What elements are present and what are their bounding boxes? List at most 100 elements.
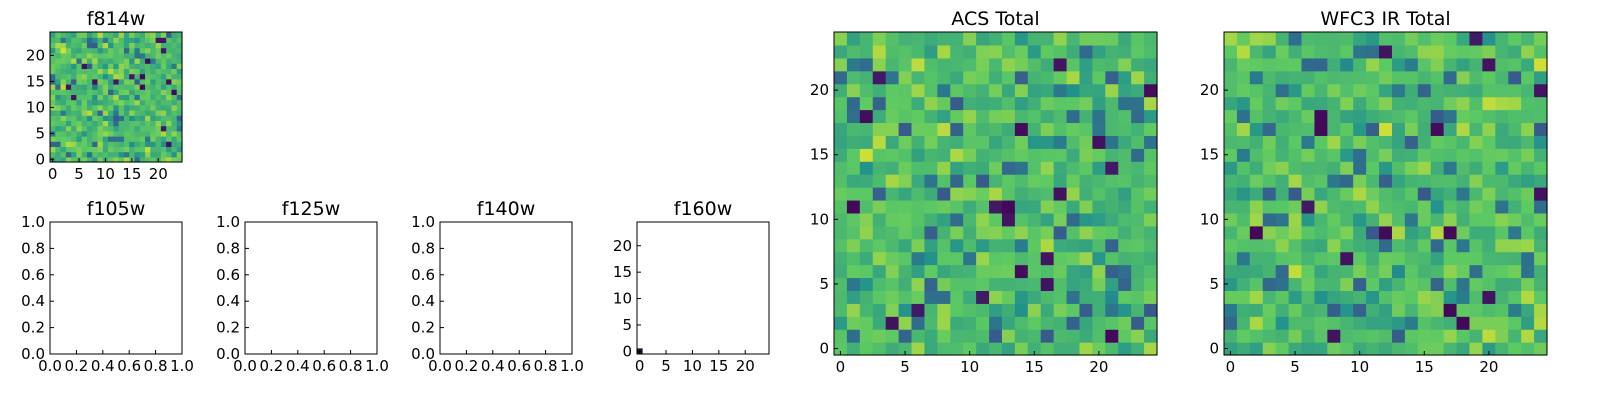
heatmap-cell <box>171 130 178 137</box>
heatmap-cell <box>1404 277 1419 291</box>
heatmap-cell <box>60 47 67 54</box>
heatmap-cell <box>118 136 125 142</box>
heatmap-cell <box>1236 57 1251 72</box>
heatmap-cell <box>1456 212 1471 227</box>
heatmap-cell <box>118 156 125 163</box>
heatmap-cell <box>1314 290 1328 304</box>
heatmap-cell <box>129 42 136 49</box>
heatmap-cell <box>872 96 887 111</box>
heatmap-cell <box>1469 83 1483 98</box>
heatmap-cell <box>1391 290 1406 304</box>
x-tick-label: 0.8 <box>339 357 363 375</box>
heatmap-cell <box>1508 148 1522 162</box>
heatmap-cell <box>1249 290 1264 304</box>
heatmap-cell <box>1379 96 1393 111</box>
heatmap-cell <box>118 130 125 137</box>
heatmap-cell <box>139 120 146 127</box>
heatmap-cell <box>145 47 151 54</box>
heatmap-cell <box>1262 70 1277 85</box>
heatmap-cell <box>92 37 99 43</box>
heatmap-cell <box>1340 161 1354 175</box>
heatmap-cell <box>1131 32 1145 46</box>
heatmap-cell <box>846 32 861 46</box>
heatmap-cell <box>911 187 926 201</box>
heatmap-cell <box>1262 277 1277 291</box>
heatmap-cell <box>1495 329 1509 343</box>
heatmap-cell <box>1066 161 1081 175</box>
heatmap-cell <box>963 148 977 162</box>
heatmap-cell <box>1092 251 1106 266</box>
heatmap-cell <box>1391 96 1406 111</box>
heatmap-cell <box>1014 342 1029 356</box>
heatmap-cell <box>1391 342 1406 356</box>
heatmap-cell <box>976 135 990 149</box>
heatmap-cell <box>86 125 93 132</box>
heatmap-cell <box>1001 70 1016 85</box>
heatmap-cell <box>1417 57 1432 72</box>
heatmap-cell <box>1379 70 1393 85</box>
heatmap-cell <box>872 161 887 175</box>
heatmap-cell <box>166 58 173 64</box>
y-tick-label: 0.2 <box>21 319 45 337</box>
heatmap-cell <box>1469 277 1483 291</box>
heatmap-cell <box>86 130 93 137</box>
heatmap-cell <box>1521 96 1535 111</box>
heatmap-cell <box>1521 148 1535 162</box>
heatmap-cell <box>71 32 77 38</box>
heatmap-cell <box>1066 316 1081 330</box>
heatmap-cell <box>1224 329 1238 343</box>
heatmap-cell <box>1066 212 1081 227</box>
heatmap-cell <box>71 73 77 80</box>
heatmap-cell <box>60 125 67 132</box>
heatmap-cell <box>1236 161 1251 175</box>
heatmap-cell <box>1340 174 1354 188</box>
heatmap-cell <box>1118 57 1132 72</box>
heatmap-cell <box>1118 238 1132 253</box>
heatmap-cell <box>846 303 861 317</box>
heatmap-cell <box>937 316 951 330</box>
heatmap-cell <box>155 78 162 85</box>
heatmap-cell <box>76 37 83 43</box>
heatmap-cell <box>92 151 99 158</box>
heatmap-cell <box>1118 148 1132 162</box>
heatmap-cell <box>1430 148 1445 162</box>
panel-title: f105w <box>87 198 146 220</box>
heatmap-cell <box>129 52 136 59</box>
heatmap-cell <box>1314 148 1328 162</box>
heatmap-cell <box>1443 57 1458 72</box>
heatmap-cell <box>60 89 67 95</box>
heatmap-cell <box>989 174 1003 188</box>
heatmap-cell <box>86 110 93 116</box>
x-tick-label: 0.2 <box>64 357 88 375</box>
heatmap-cell <box>1118 225 1132 240</box>
heatmap-cell <box>834 238 848 253</box>
heatmap-cell <box>113 78 120 85</box>
heatmap-cell <box>1417 32 1432 46</box>
heatmap-cell <box>1327 109 1341 124</box>
heatmap-cell <box>145 151 151 158</box>
heatmap-cell <box>1027 342 1042 356</box>
heatmap-cell <box>937 57 951 72</box>
heatmap-cell <box>846 83 861 98</box>
heatmap-cell <box>55 37 62 43</box>
heatmap-cell <box>166 120 173 127</box>
heatmap-cell <box>846 187 861 201</box>
heatmap-cell <box>1131 303 1145 317</box>
heatmap-cell <box>1118 264 1132 279</box>
heatmap-cell <box>145 146 151 153</box>
heatmap-cell <box>1014 238 1029 253</box>
heatmap-cell <box>1001 187 1016 201</box>
heatmap-cell <box>1404 225 1419 240</box>
heatmap-cell <box>1456 329 1471 343</box>
heatmap-cell <box>86 58 93 64</box>
heatmap-cell <box>1366 277 1380 291</box>
heatmap-cell <box>150 32 157 38</box>
heatmap-cell <box>1534 96 1548 111</box>
heatmap-cell <box>911 290 926 304</box>
heatmap-cell <box>885 148 900 162</box>
y-tick-label: 1.0 <box>411 213 435 231</box>
heatmap-cell <box>1144 109 1158 124</box>
heatmap-cell <box>989 109 1003 124</box>
heatmap-cell <box>846 212 861 227</box>
heatmap-cell <box>1105 83 1119 98</box>
